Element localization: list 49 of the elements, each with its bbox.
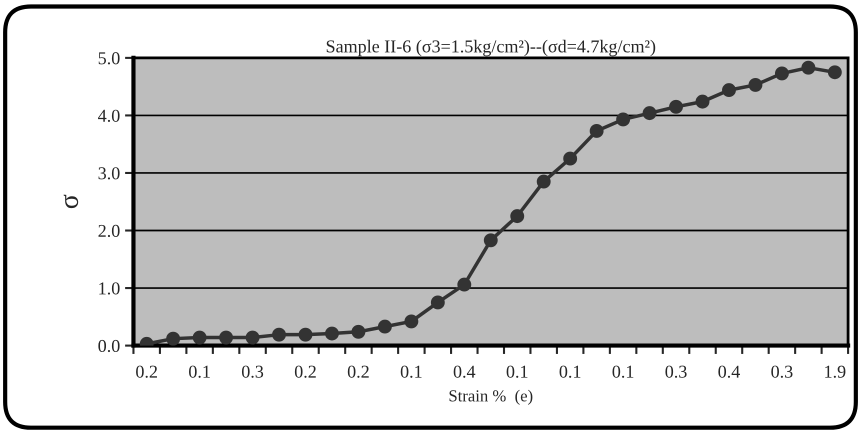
y-axis-title: σ	[64, 194, 78, 208]
y-tick-label: 2.0	[98, 224, 120, 238]
x-axis-title: Strain % (e)	[450, 390, 532, 405]
x-tick-label: 0.1	[560, 366, 580, 378]
point	[510, 209, 524, 224]
point	[272, 328, 286, 342]
x-tick-label: 0.2	[348, 366, 369, 378]
y-tick-label: 5.0	[98, 52, 120, 64]
y-tick-label: 1.0	[99, 282, 120, 295]
x-tick-label: 0.4	[454, 366, 476, 378]
x-tick-label: 0.1	[612, 366, 634, 378]
point	[696, 94, 710, 109]
point	[616, 112, 630, 126]
x-tick-label: 0.1	[189, 366, 210, 378]
point	[484, 233, 498, 248]
point	[404, 314, 418, 328]
point	[590, 124, 604, 138]
x-tick-label: 1.9	[825, 366, 846, 378]
x-tick-label: 0.1	[400, 366, 422, 378]
x-tick-label: 0.3	[665, 366, 687, 378]
x-tick-label: 0.3	[771, 366, 792, 378]
point	[430, 296, 445, 310]
point	[246, 330, 260, 344]
point	[219, 330, 234, 344]
point	[722, 83, 736, 98]
point	[192, 330, 207, 344]
x-tick-label: 0.1	[506, 366, 528, 378]
x-tick-label: 0.4	[718, 366, 740, 378]
point	[166, 332, 180, 346]
y-tick-label: 4.0	[98, 110, 120, 122]
point	[298, 328, 312, 342]
point	[378, 320, 392, 334]
point	[748, 78, 762, 92]
y-tick-label: 0.0	[98, 340, 120, 352]
point	[801, 60, 816, 75]
point	[325, 326, 339, 340]
point	[536, 174, 551, 189]
chart-title: Sample II-6 (σ3=1.5kg/cm²)--(σd=4.7kg/cm²)	[326, 40, 656, 56]
point	[457, 278, 472, 292]
point	[563, 152, 578, 166]
point	[351, 324, 366, 339]
point	[828, 65, 842, 80]
point	[774, 66, 789, 80]
x-tick-label: 0.2	[294, 366, 316, 378]
point	[642, 106, 657, 120]
point	[669, 100, 683, 114]
x-tick-label: 0.3	[242, 366, 264, 378]
x-tick-label: 0.2	[136, 366, 157, 378]
y-tick-label: 3.0	[98, 167, 120, 180]
